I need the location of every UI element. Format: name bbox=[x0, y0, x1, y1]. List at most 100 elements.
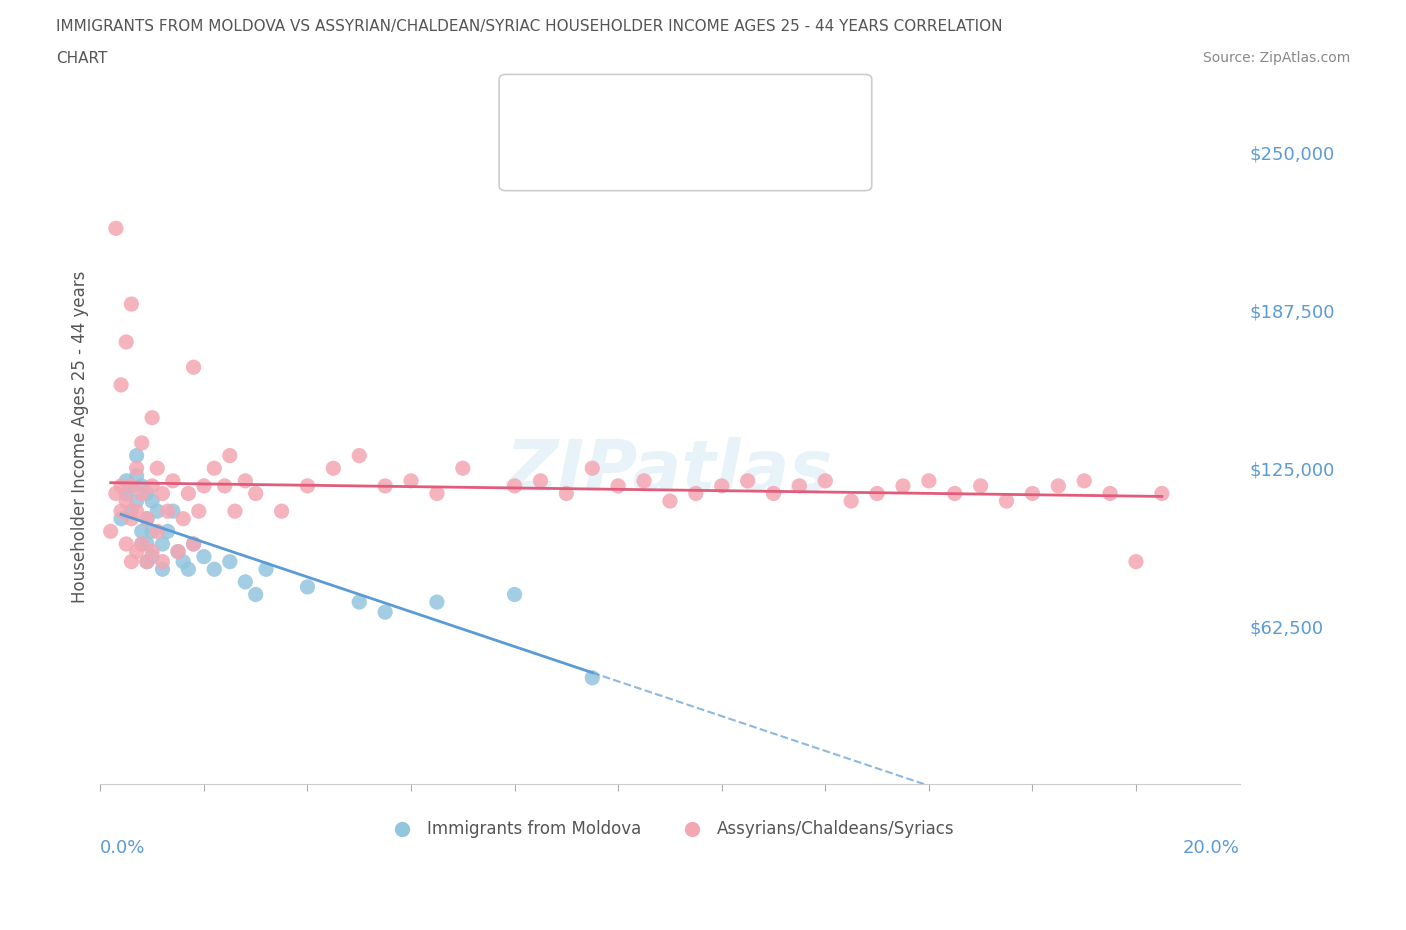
Point bbox=[270, 504, 292, 519]
Point bbox=[125, 469, 148, 484]
Point bbox=[814, 473, 837, 488]
Point bbox=[167, 544, 190, 559]
Y-axis label: Householder Income Ages 25 - 44 years: Householder Income Ages 25 - 44 years bbox=[72, 271, 89, 603]
Point bbox=[1099, 486, 1122, 501]
Point bbox=[555, 486, 578, 501]
Legend: Immigrants from Moldova, Assyrians/Chaldeans/Syriacs: Immigrants from Moldova, Assyrians/Chald… bbox=[380, 814, 960, 845]
Point bbox=[120, 512, 142, 526]
Point bbox=[152, 537, 174, 551]
Point bbox=[529, 473, 551, 488]
Point bbox=[115, 494, 138, 509]
Point bbox=[136, 554, 159, 569]
Point bbox=[115, 335, 138, 350]
Point bbox=[110, 478, 132, 493]
Point bbox=[100, 524, 122, 538]
Point bbox=[156, 504, 179, 519]
Point bbox=[136, 554, 159, 569]
Text: Source: ZipAtlas.com: Source: ZipAtlas.com bbox=[1202, 51, 1350, 65]
Point bbox=[141, 524, 163, 538]
Point bbox=[131, 537, 153, 551]
Point bbox=[202, 460, 225, 475]
Point bbox=[891, 478, 914, 493]
Point bbox=[426, 594, 449, 609]
Point bbox=[183, 360, 205, 375]
Point bbox=[374, 478, 396, 493]
Point bbox=[162, 473, 184, 488]
Point bbox=[943, 486, 966, 501]
Point bbox=[120, 504, 142, 519]
Point bbox=[110, 504, 132, 519]
Point bbox=[297, 579, 319, 594]
Point bbox=[737, 473, 759, 488]
Text: IMMIGRANTS FROM MOLDOVA VS ASSYRIAN/CHALDEAN/SYRIAC HOUSEHOLDER INCOME AGES 25 -: IMMIGRANTS FROM MOLDOVA VS ASSYRIAN/CHAL… bbox=[56, 19, 1002, 33]
Point bbox=[125, 460, 148, 475]
Point bbox=[120, 554, 142, 569]
Point bbox=[110, 512, 132, 526]
Point bbox=[399, 473, 422, 488]
Point bbox=[136, 486, 159, 501]
Point bbox=[125, 544, 148, 559]
Point bbox=[115, 537, 138, 551]
Point bbox=[918, 473, 941, 488]
Point bbox=[451, 460, 474, 475]
Point bbox=[224, 504, 246, 519]
Point bbox=[104, 486, 127, 501]
Point bbox=[152, 486, 174, 501]
Point bbox=[131, 524, 153, 538]
Point bbox=[131, 486, 153, 501]
Point bbox=[658, 494, 681, 509]
Point bbox=[1150, 486, 1173, 501]
Point bbox=[995, 494, 1018, 509]
Point bbox=[839, 494, 862, 509]
Point bbox=[177, 486, 200, 501]
Point bbox=[156, 524, 179, 538]
Point bbox=[125, 448, 148, 463]
Point bbox=[172, 512, 194, 526]
Point bbox=[1021, 486, 1043, 501]
Point bbox=[218, 448, 240, 463]
Point bbox=[115, 473, 138, 488]
Point bbox=[233, 473, 256, 488]
Point bbox=[141, 550, 163, 565]
Point bbox=[141, 478, 163, 493]
Point bbox=[245, 587, 267, 602]
Point bbox=[141, 544, 163, 559]
Point bbox=[581, 671, 603, 685]
Point bbox=[125, 494, 148, 509]
Point bbox=[233, 575, 256, 590]
Text: 20.0%: 20.0% bbox=[1182, 840, 1240, 857]
Point bbox=[120, 478, 142, 493]
Point bbox=[349, 594, 371, 609]
Point bbox=[187, 504, 209, 519]
Point bbox=[104, 220, 127, 235]
Point bbox=[607, 478, 630, 493]
Point bbox=[633, 473, 655, 488]
Text: CHART: CHART bbox=[56, 51, 108, 66]
Point bbox=[120, 297, 142, 312]
Point bbox=[131, 478, 153, 493]
Point bbox=[214, 478, 236, 493]
Point bbox=[254, 562, 277, 577]
Point bbox=[503, 478, 526, 493]
Point bbox=[136, 537, 159, 551]
Point bbox=[202, 562, 225, 577]
Point bbox=[581, 460, 603, 475]
Point bbox=[141, 494, 163, 509]
Point bbox=[152, 554, 174, 569]
Point bbox=[110, 378, 132, 392]
Point bbox=[374, 604, 396, 619]
Point bbox=[322, 460, 344, 475]
Text: R =  0.031   N = 77: R = 0.031 N = 77 bbox=[562, 138, 769, 156]
Point bbox=[426, 486, 449, 501]
Point bbox=[503, 587, 526, 602]
Point bbox=[131, 435, 153, 450]
Point bbox=[125, 504, 148, 519]
Point bbox=[167, 544, 190, 559]
Point bbox=[115, 486, 138, 501]
Point bbox=[177, 562, 200, 577]
Point bbox=[193, 478, 215, 493]
Point bbox=[136, 512, 159, 526]
Point bbox=[141, 410, 163, 425]
Point bbox=[1073, 473, 1095, 488]
Point bbox=[969, 478, 991, 493]
